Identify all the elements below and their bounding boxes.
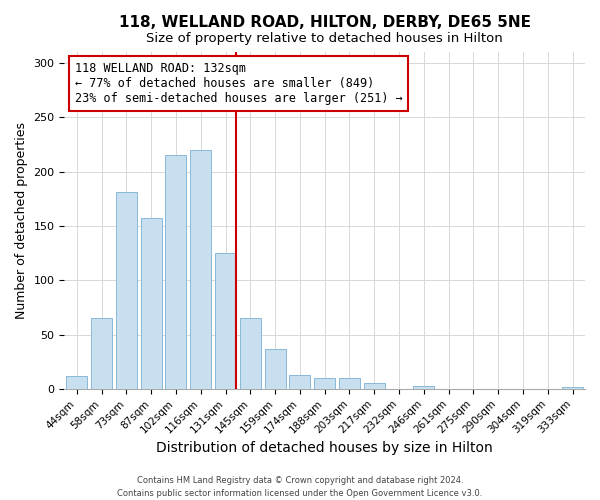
Bar: [265, 348, 286, 389]
Bar: [116, 192, 137, 389]
Text: Size of property relative to detached houses in Hilton: Size of property relative to detached ho…: [146, 32, 503, 46]
Bar: [215, 253, 236, 389]
Bar: [339, 378, 360, 389]
Y-axis label: Number of detached properties: Number of detached properties: [15, 122, 28, 319]
Bar: [562, 386, 583, 389]
Bar: [140, 218, 162, 389]
Title: 118, WELLAND ROAD, HILTON, DERBY, DE65 5NE: 118, WELLAND ROAD, HILTON, DERBY, DE65 5…: [119, 15, 531, 30]
Bar: [91, 318, 112, 389]
Bar: [166, 155, 187, 389]
Bar: [190, 150, 211, 389]
Bar: [314, 378, 335, 389]
Text: Contains HM Land Registry data © Crown copyright and database right 2024.
Contai: Contains HM Land Registry data © Crown c…: [118, 476, 482, 498]
Text: 118 WELLAND ROAD: 132sqm
← 77% of detached houses are smaller (849)
23% of semi-: 118 WELLAND ROAD: 132sqm ← 77% of detach…: [75, 62, 403, 105]
Bar: [289, 374, 310, 389]
Bar: [66, 376, 88, 389]
X-axis label: Distribution of detached houses by size in Hilton: Distribution of detached houses by size …: [157, 441, 493, 455]
Bar: [364, 384, 385, 389]
Bar: [413, 386, 434, 389]
Bar: [240, 318, 261, 389]
